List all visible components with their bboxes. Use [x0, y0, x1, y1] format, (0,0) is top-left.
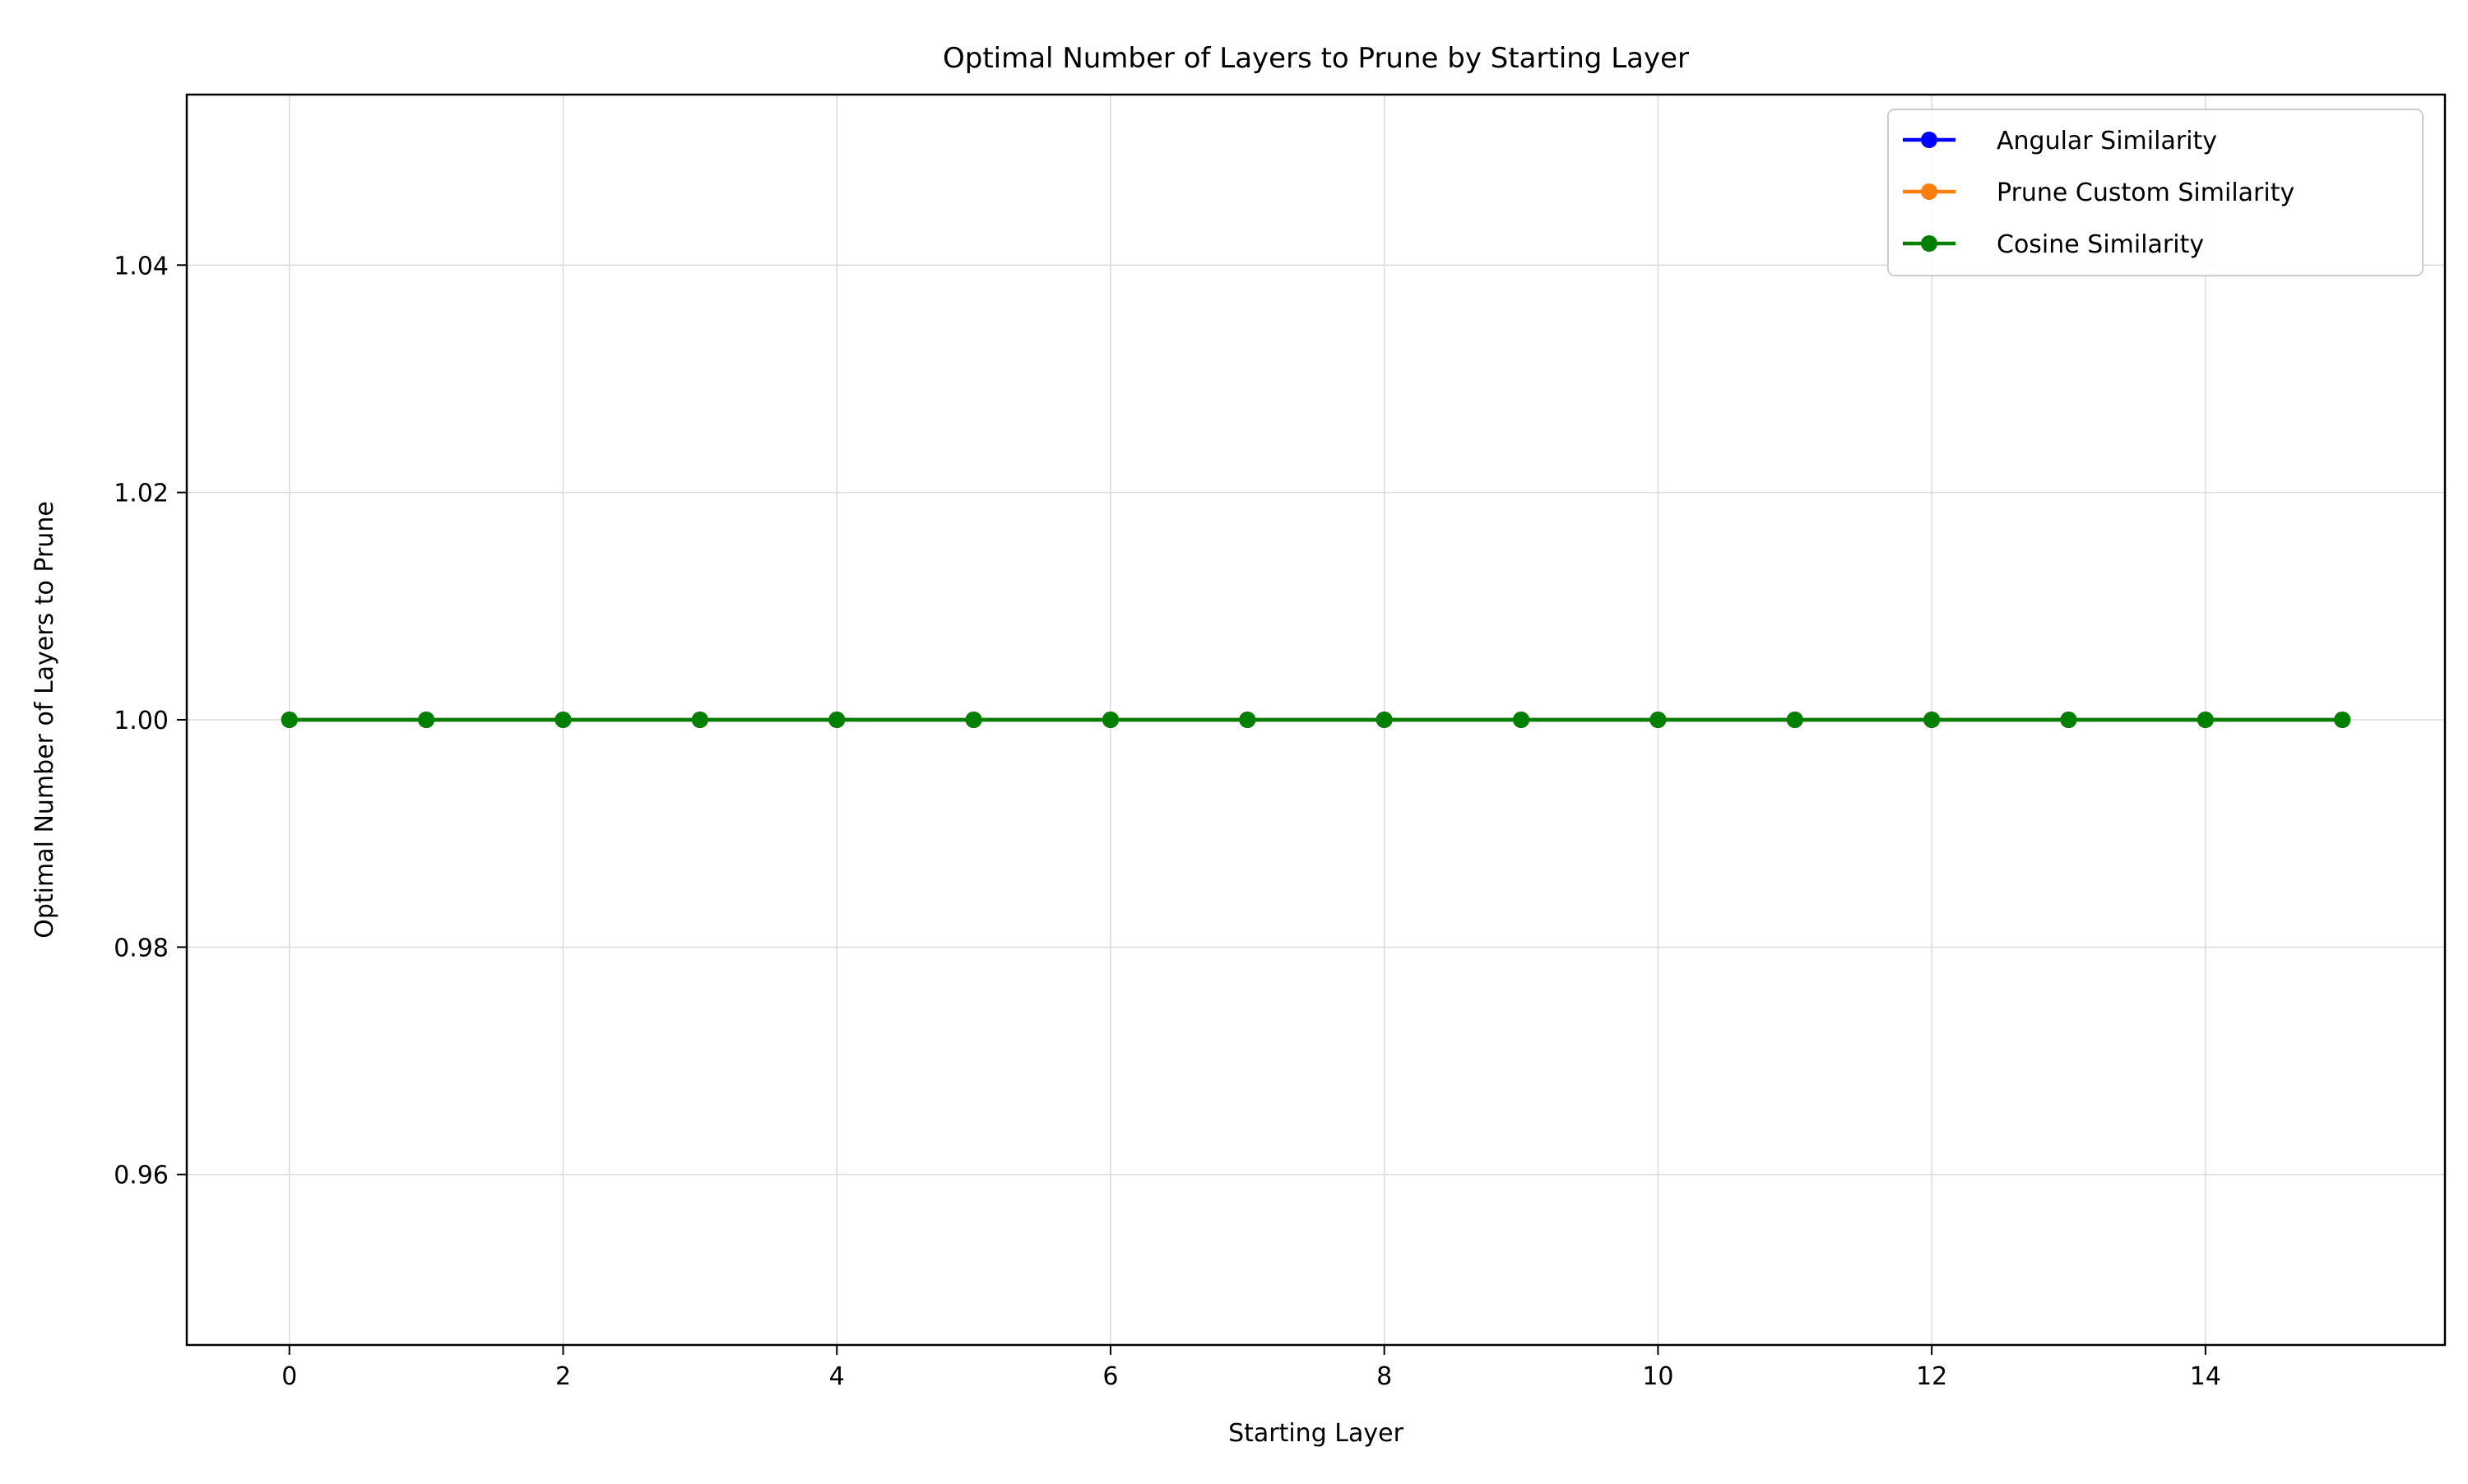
y-tick-label: 1.02	[114, 480, 169, 508]
cosine-similarity-point	[965, 712, 982, 728]
cosine-similarity-point	[1102, 712, 1119, 728]
cosine-similarity-point	[281, 712, 298, 728]
x-tick-label: 12	[1916, 1362, 1947, 1391]
y-tick-label: 0.98	[114, 934, 169, 962]
cosine-similarity-point	[554, 712, 572, 728]
cosine-similarity-point	[2060, 712, 2077, 728]
tick-layer: 0 2 4 6 8 10 12 14 0.96 0.98 1.00 1.02 1.04	[114, 252, 2221, 1391]
cosine-similarity-point	[1786, 712, 1803, 728]
y-tick-label: 1.04	[114, 252, 169, 281]
legend-angular-similarity-label: Angular Similarity	[1997, 127, 2217, 155]
x-tick-label: 6	[1102, 1362, 1118, 1391]
x-axis-label: Starting Layer	[1228, 1419, 1404, 1448]
y-axis-label: Optimal Number of Layers to Prune	[30, 501, 59, 939]
legend-prune-custom-similarity-label: Prune Custom Similarity	[1997, 179, 2294, 207]
series-layer	[281, 712, 2351, 728]
y-tick-label: 0.96	[114, 1162, 169, 1190]
x-tick-label: 2	[555, 1362, 571, 1391]
legend: Angular Similarity Prune Custom Similarit…	[1887, 109, 2424, 276]
cosine-similarity-point	[828, 712, 846, 728]
cosine-similarity-point	[1513, 712, 1530, 728]
cosine-similarity-point	[2197, 712, 2214, 728]
x-tick-label: 10	[1642, 1362, 1673, 1391]
y-tick-label: 1.00	[114, 707, 169, 735]
legend-cosine-similarity-marker	[1921, 235, 1937, 252]
cosine-similarity-point	[418, 712, 435, 728]
cosine-similarity-point	[1923, 712, 1941, 728]
legend-angular-similarity-marker	[1921, 132, 1937, 148]
cosine-similarity-point	[1375, 712, 1393, 728]
x-tick-label: 4	[829, 1362, 845, 1391]
chart-title: Optimal Number of Layers to Prune by Sta…	[943, 42, 1689, 75]
cosine-similarity-point	[1239, 712, 1256, 728]
cosine-similarity-point	[1649, 712, 1667, 728]
legend-prune-custom-similarity-marker	[1921, 183, 1937, 200]
cosine-similarity-point	[691, 712, 708, 728]
x-tick-label: 0	[281, 1362, 297, 1391]
x-tick-label: 14	[2190, 1362, 2221, 1391]
x-tick-label: 8	[1376, 1362, 1392, 1391]
legend-cosine-similarity-label: Cosine Similarity	[1997, 230, 2204, 259]
cosine-similarity-point	[2334, 712, 2351, 728]
legend-box	[1887, 109, 2424, 276]
